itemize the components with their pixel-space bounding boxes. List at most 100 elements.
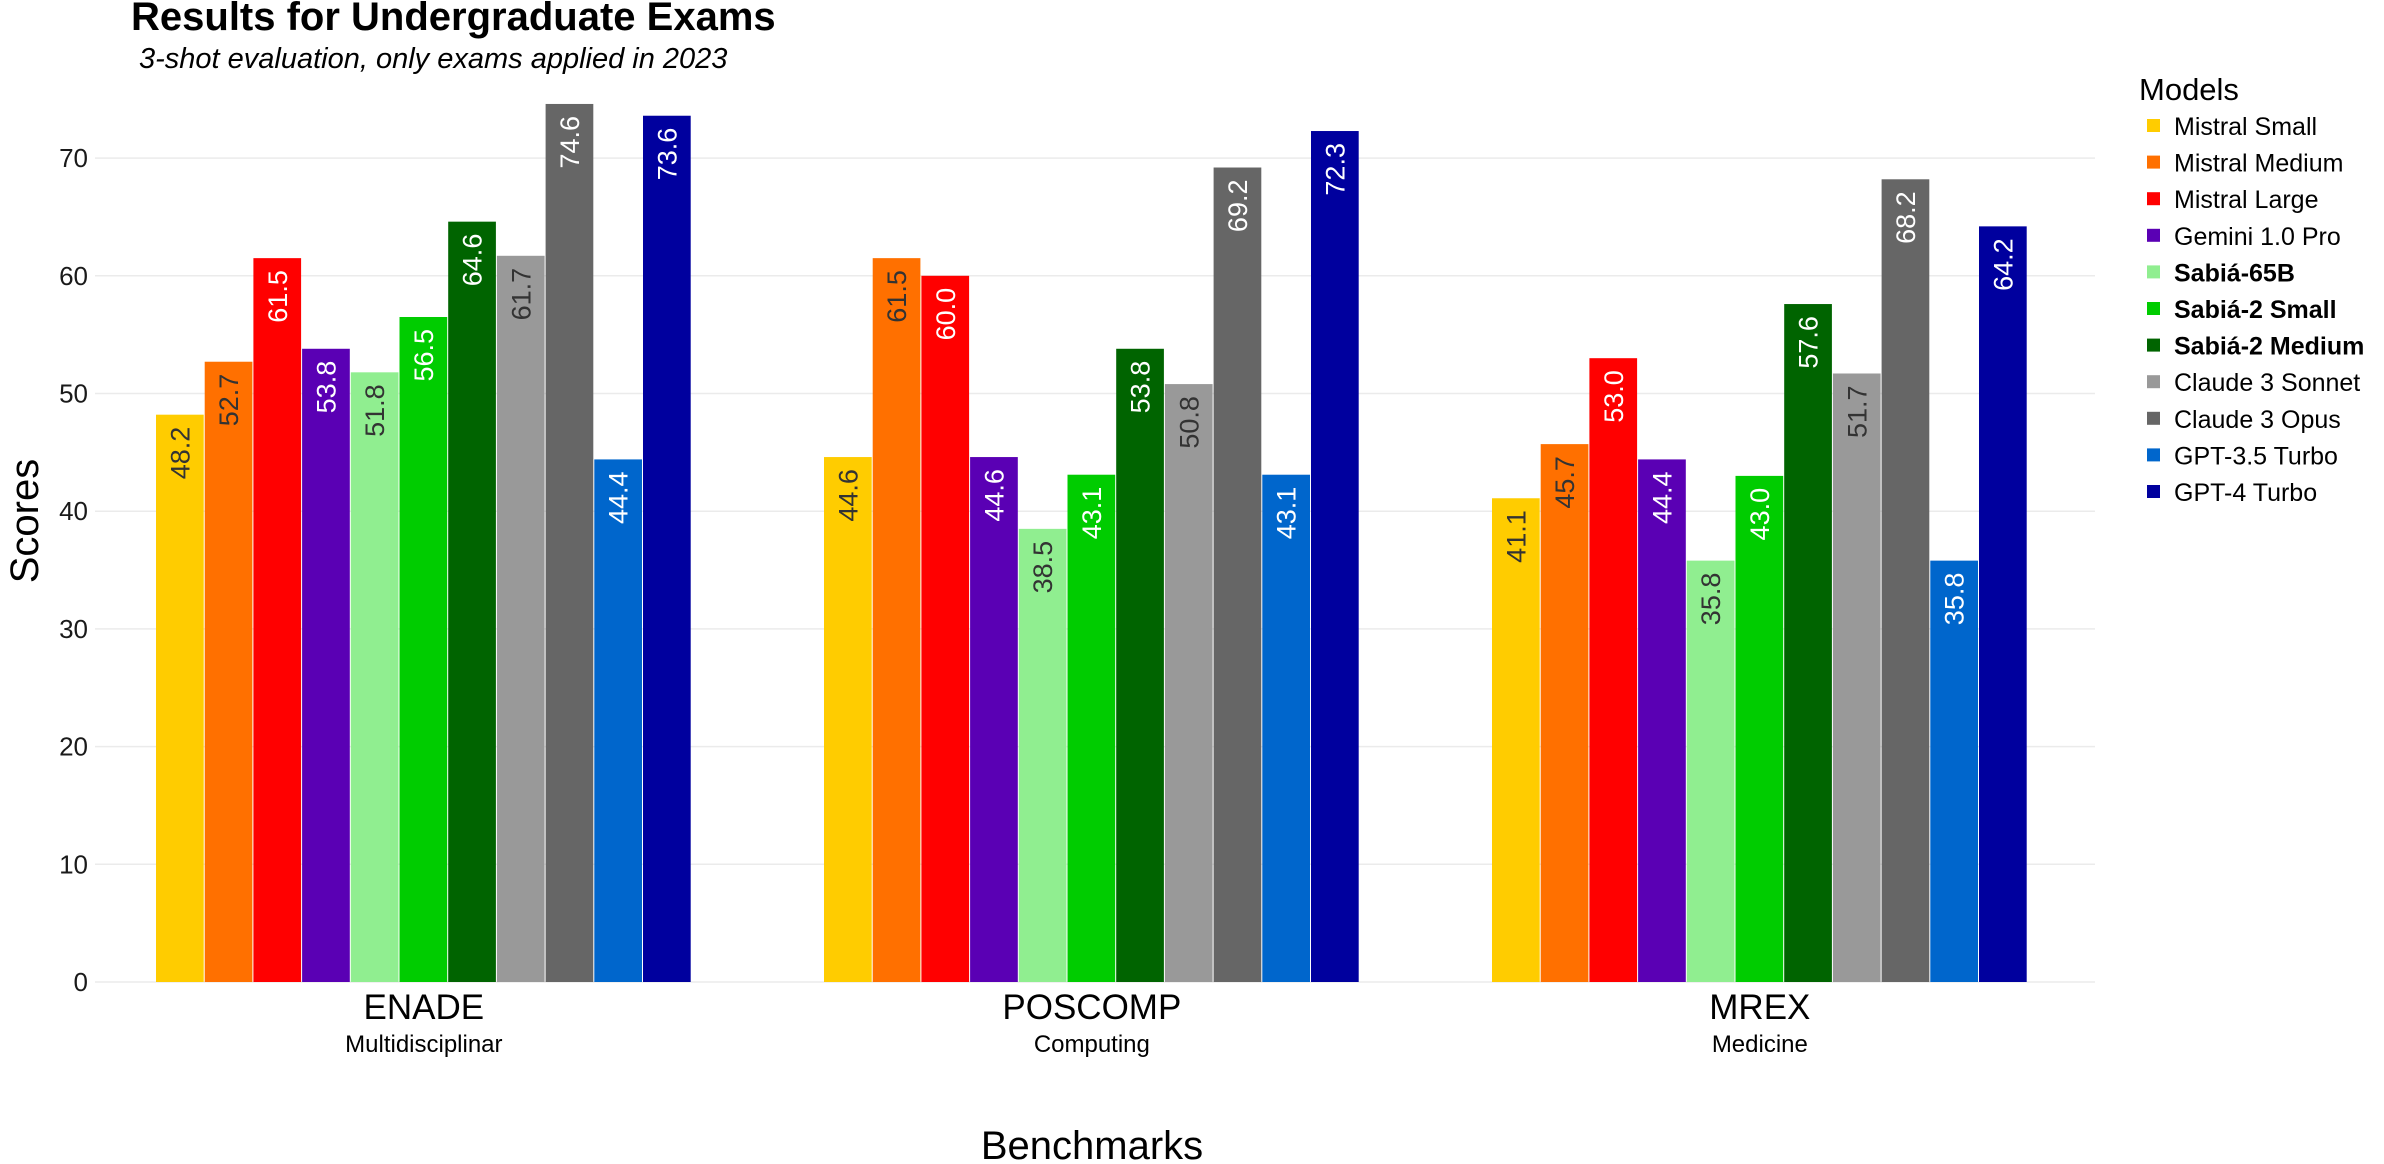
bar-value-label: 41.1 [1501,510,1531,563]
legend-swatch [2147,302,2160,315]
bar [1116,348,1164,982]
y-tick-label: 10 [59,849,88,879]
legend-swatch [2147,448,2160,462]
y-tick-label: 30 [59,614,88,644]
bar [399,316,448,982]
legend-swatch [2147,155,2160,169]
legend-item-label: Sabiá-2 Medium [2174,333,2364,361]
y-tick-label: 40 [59,496,88,526]
y-tick-label: 70 [59,143,88,173]
x-category-sublabel: Computing [1034,1031,1150,1058]
legend-item-label: Mistral Medium [2174,150,2343,178]
bar [1164,384,1213,983]
bar-value-label: 50.8 [1174,396,1204,449]
legend: Models Mistral Small Mistral Medium Mistra… [2139,72,2364,507]
bar [1686,560,1735,982]
bar-value-label: 44.4 [1647,471,1677,524]
bar-value-label: 44.6 [979,469,1009,522]
bar [824,457,872,983]
bar-value-label: 69.2 [1223,180,1253,233]
legend-item-label: Claude 3 Opus [2174,406,2341,434]
bar [1832,373,1881,983]
bar [302,348,350,982]
bar-value-label: 48.2 [165,427,195,480]
bar-value-label: 72.3 [1320,143,1350,196]
legend-swatch [2147,375,2160,389]
bar-value-label: 64.6 [458,234,488,287]
bar [1311,131,1359,983]
x-category-label: POSCOMP [1002,988,1181,1027]
bar-value-label: 44.4 [604,471,634,524]
legend-item-label: Sabiá-65B [2174,259,2295,287]
legend-swatch [2147,411,2160,425]
bar [204,361,253,982]
chart-title: Results for Undergraduate Exams [131,0,776,39]
bar-value-label: 61.5 [263,270,293,323]
bar [253,258,302,982]
legend-item-label: GPT-3.5 Turbo [2174,442,2338,470]
bar-value-label: 45.7 [1550,456,1580,509]
bar [1018,528,1067,982]
bar [594,459,642,982]
bar-value-label: 60.0 [931,288,961,341]
bar [1638,459,1686,982]
bar [496,255,545,982]
bar [1067,474,1116,982]
bar-value-label: 53.0 [1599,370,1629,423]
bar-value-label: 35.8 [1940,573,1970,626]
bar [1262,474,1310,982]
bar [1881,179,1930,982]
legend-swatch [2147,192,2160,206]
x-category-sublabel: Medicine [1712,1031,1808,1058]
bar [156,414,204,982]
legend-item-label: Mistral Large [2174,186,2319,214]
y-axis-title: Scores [3,459,47,584]
bar-value-label: 43.0 [1745,488,1775,541]
legend-item-label: Claude 3 Sonnet [2174,369,2360,397]
legend-swatch [2147,119,2160,132]
bar-value-label: 56.5 [409,329,439,382]
y-axis-ticks: 0 10 20 30 40 50 60 70 [59,143,88,997]
bar-value-label: 68.2 [1891,191,1921,244]
bar [545,103,594,982]
bar-value-label: 52.7 [214,374,244,427]
legend-title: Models [2139,72,2239,107]
legend-swatch [2147,338,2160,352]
bar-value-label: 73.6 [652,128,682,181]
x-category-sublabel: Multidisciplinar [345,1031,502,1058]
x-category-label: ENADE [364,988,485,1027]
legend-item-label: GPT-4 Turbo [2174,479,2317,507]
legend-item-label: Mistral Small [2174,113,2317,141]
bar [1930,560,1978,982]
bar-value-label: 43.1 [1077,487,1107,540]
bar [1589,358,1638,982]
bar [872,258,921,982]
y-tick-label: 20 [59,732,88,762]
bar-value-label: 61.5 [882,270,912,323]
bar [448,221,496,982]
x-category-label: MREX [1709,988,1810,1027]
bar-value-label: 61.7 [506,268,536,321]
bar-value-label: 35.8 [1696,573,1726,626]
bar-value-label: 43.1 [1272,487,1302,540]
bar-value-label: 38.5 [1028,541,1058,594]
bar-value-label: 57.6 [1794,316,1824,369]
bar [921,275,970,982]
bar [1784,304,1832,983]
bar [1540,444,1589,983]
bar-value-label: 51.7 [1842,385,1872,438]
legend-item-label: Sabiá-2 Small [2174,296,2337,324]
x-axis-categories: ENADE Multidisciplinar POSCOMP Computing MRE… [345,988,1810,1058]
bar [1492,498,1540,982]
chart-subtitle: 3-shot evaluation, only exams applied in… [139,43,727,75]
bar [1735,475,1784,982]
x-axis-title: Benchmarks [981,1124,1203,1164]
bar-value-label: 53.8 [1126,361,1156,414]
y-tick-label: 50 [59,379,88,409]
y-tick-label: 0 [74,967,88,997]
bar-value-label: 64.2 [1988,238,2018,291]
legend-item-label: Gemini 1.0 Pro [2174,223,2341,251]
legend-swatch [2147,485,2160,498]
